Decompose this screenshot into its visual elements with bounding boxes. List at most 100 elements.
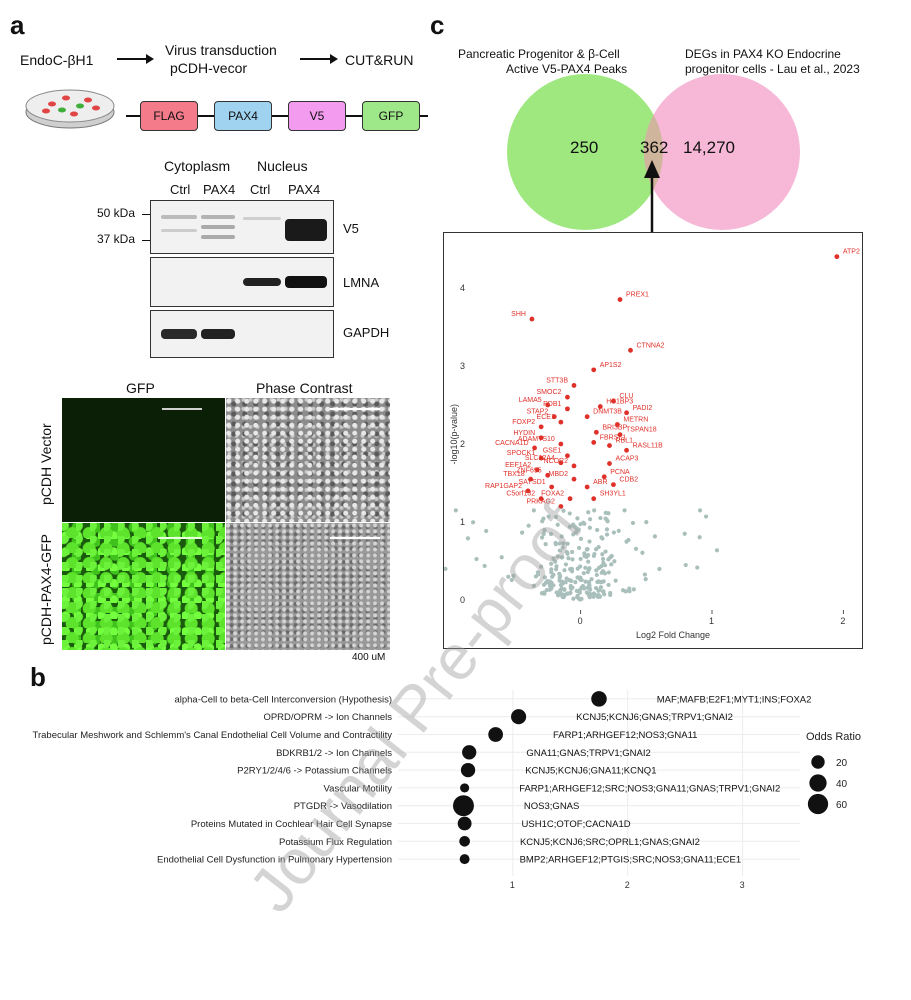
volcano-point-ns [509,577,514,583]
gene-label: HS1BP3 [606,399,633,406]
volcano-point-ns [559,586,564,591]
volcano-point-ns [587,587,593,592]
gene-label: PCNA [610,469,630,476]
volcano-plot: 0 1 2 0 1 2 3 4 Log2 Fold Change -log10(p-value) A… [444,249,860,640]
gene-label: SHH [511,311,526,318]
gene-label: ECE1 [537,414,555,421]
virus-transduction-label: Virus transduction [165,42,277,58]
volcano-point-sig [538,435,544,441]
volcano-point-ns [642,572,647,577]
volcano-point-ns [592,551,597,557]
legend-dot [811,755,825,769]
venn-right-circle [644,74,800,230]
volcano-point-ns [535,570,541,575]
legend-dot [809,774,827,792]
gene-label: STT3B [546,377,568,384]
volcano-point-ns [576,527,581,532]
volcano-point-ns [578,556,583,562]
volcano-point-sig [538,455,544,461]
gene-label: LAMA5 [519,397,542,404]
volcano-point-ns [582,521,587,526]
volcano-point-ns [595,593,600,598]
pathway-dot [459,854,470,865]
volcano-point-ns [595,579,600,585]
volcano-point-sig [614,422,620,427]
volcano-point-ns [579,577,584,583]
pathway-label: alpha-Cell to beta-Cell Interconversion … [174,694,392,705]
pathway-label: Potassium Flux Regulation [279,837,392,848]
volcano-point-ns [584,554,589,559]
gene-label: PADI2 [633,405,653,412]
microscopy-header-gfp: GFP [126,380,155,396]
volcano-point-ns [546,514,551,519]
gene-label: SAYSD1 [519,479,546,486]
volcano-point-ns [623,589,628,594]
legend-dot [807,793,829,815]
marker-tick [142,214,150,215]
volcano-point-ns [586,559,591,564]
volcano-point-sig [591,440,597,445]
volcano-point-sig [538,424,544,430]
volcano-point-ns [558,573,563,579]
volcano-point-ns [583,579,588,584]
construct-diagram: FLAG PAX4 V5 GFP [140,101,420,131]
gene-label: HYDIN [513,430,535,437]
volcano-point-sig [591,367,597,373]
pathway-label: BDKRB1/2 -> Ion Channels [276,748,392,759]
volcano-point-ns [592,508,597,513]
blot-label-gapdh: GAPDH [343,325,390,340]
pathway-dot [460,762,476,778]
marker-37kda: 37 kDa [97,232,136,246]
pathway-label: Trabecular Meshwork and Schlemm's Canal … [33,730,393,741]
venn-overlap-count: 362 [640,138,668,157]
pathway-label: P2RY1/2/4/6 -> Potassium Channels [237,766,392,777]
volcano-point-ns [609,553,614,559]
arrow-up-icon [644,160,660,178]
lane-label: PAX4 [288,182,321,197]
volcano-point-ns [606,582,611,588]
volcano-point-ns [563,562,569,567]
pathway-dot [453,795,474,817]
volcano-point-ns [465,536,471,541]
gene-label: RAP1GAP2 [485,483,522,490]
volcano-point-sig [528,476,534,482]
x-tick-label: 2 [625,880,630,890]
volcano-point-sig [525,488,531,494]
gene-label: METRN [623,417,648,424]
arrow-head-icon [146,54,154,64]
volcano-point-sig [529,316,535,322]
volcano-point-ns [616,528,621,533]
gene-label: SMOC2 [537,389,562,396]
fraction-header-nucleus: Nucleus [257,158,308,174]
volcano-point-ns [570,557,575,562]
gene-label: TSPAN18 [626,427,657,434]
y-tick-label: 0 [460,595,465,605]
dotplot-x-axis-label: -log10(Adjusted p-value) [547,894,667,895]
volcano-point-ns [586,567,592,572]
pathway-genes: KCNJ5;KCNJ6;SRC;OPRL1;GNAS;GNAI2 [520,837,700,848]
volcano-point-ns [603,510,608,515]
volcano-point-sig [558,504,564,509]
volcano-point-ns [584,547,589,552]
phase-pax4-image [226,523,390,650]
volcano-point-ns [594,572,599,578]
volcano-point-sig [617,432,623,438]
volcano-point-ns [600,556,606,562]
volcano-point-ns [557,548,562,553]
gene-label: FOXP2 [512,419,535,426]
volcano-point-sig [584,414,590,420]
volcano-point-ns [542,528,547,533]
gene-label: AP1S2 [600,362,622,369]
volcano-point-ns [549,580,554,585]
volcano-point-ns [526,523,531,528]
volcano-point-ns [608,592,613,598]
volcano-point-ns [558,590,563,596]
volcano-point-ns [554,590,559,595]
volcano-point-ns [682,531,687,536]
gene-label: C5orf132 [506,491,535,498]
pathway-genes: FARP1;ARHGEF12;NOS3;GNA11 [553,730,698,741]
volcano-point-ns [499,555,504,560]
construct-segment-gfp: GFP [362,101,420,131]
pathway-dot [457,816,472,831]
volcano-point-sig [565,394,570,400]
